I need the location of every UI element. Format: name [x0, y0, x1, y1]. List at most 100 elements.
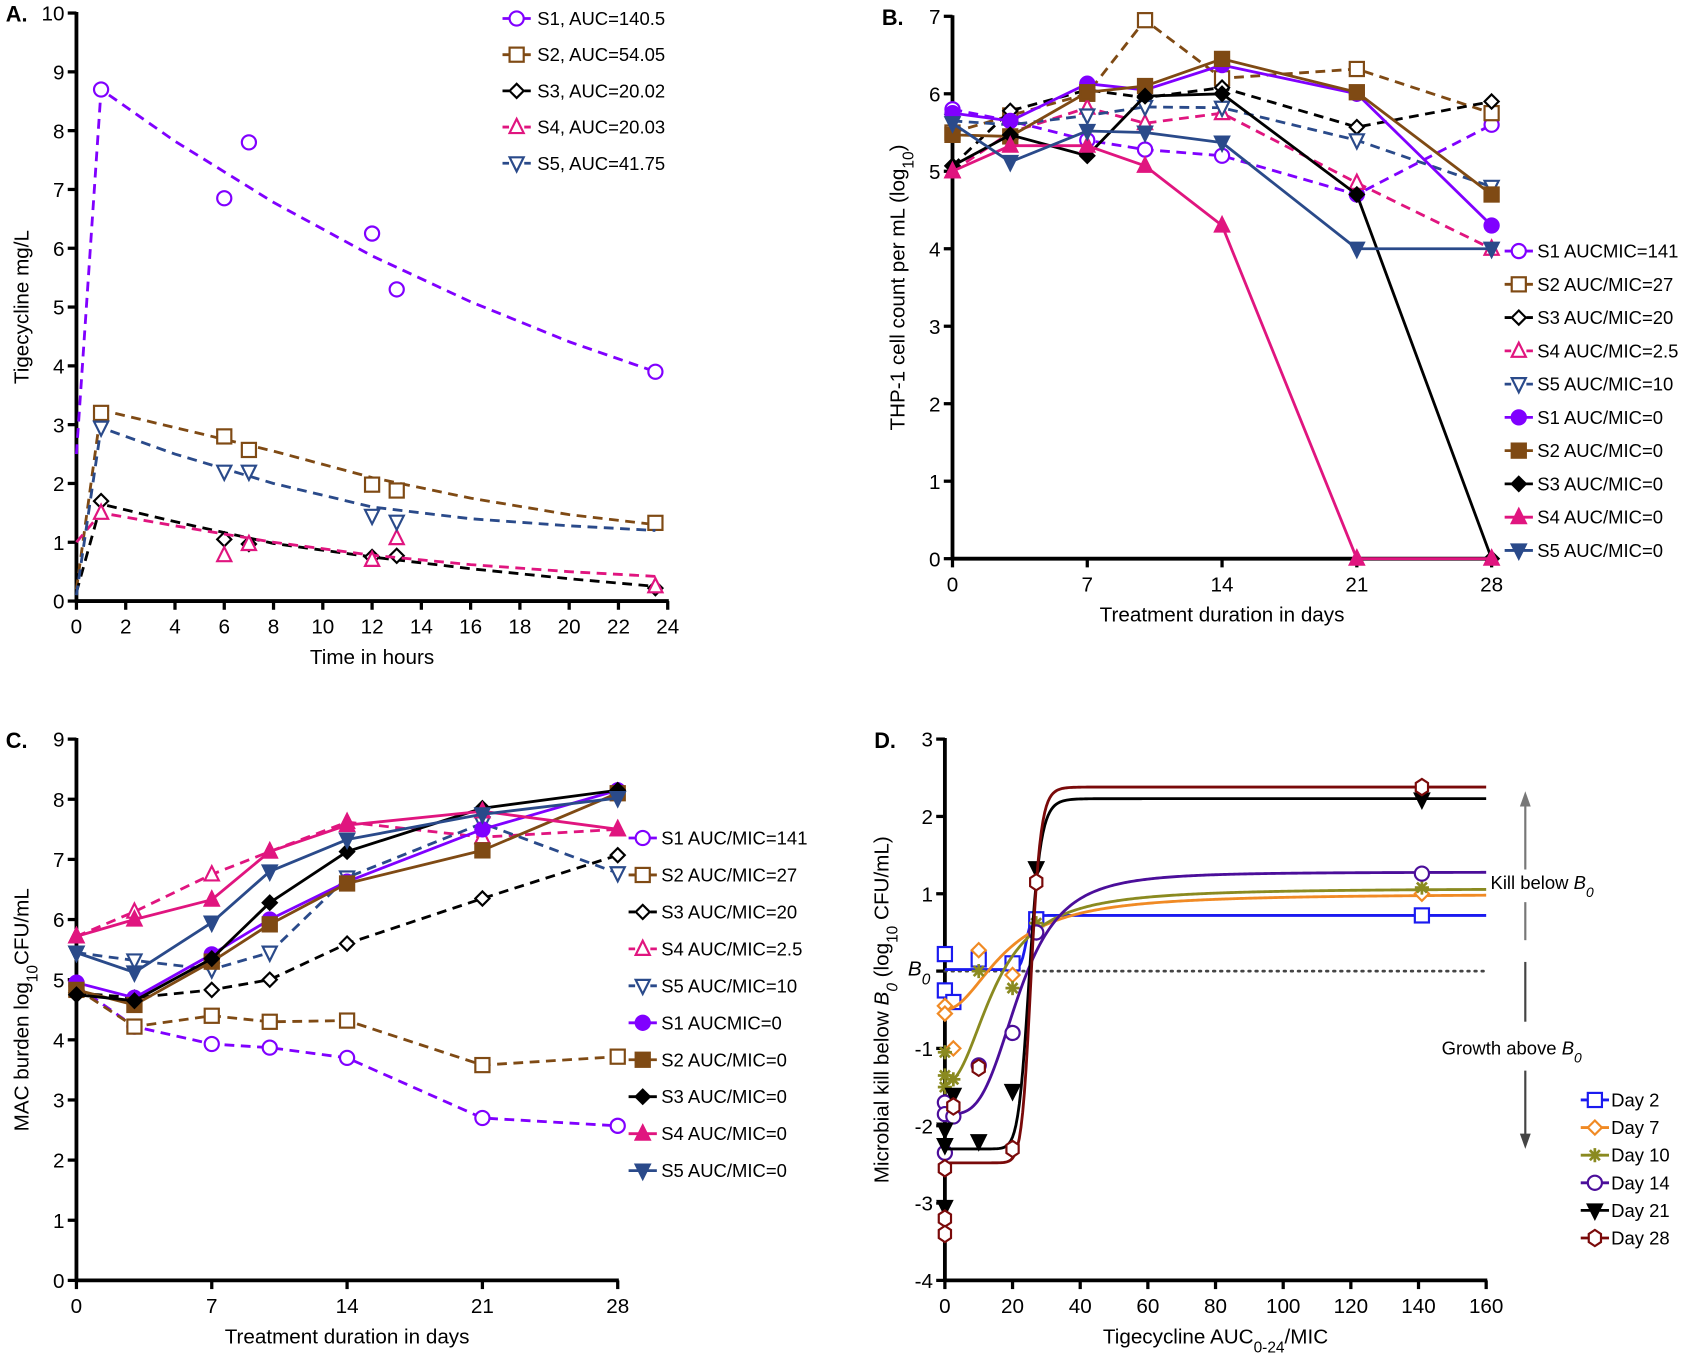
x-tick-label: 120	[1334, 1295, 1368, 1318]
data-point	[240, 464, 258, 483]
data-point	[1001, 135, 1020, 153]
legend-marker	[1587, 1228, 1603, 1248]
data-point	[388, 547, 406, 565]
legend-label: S2 AUC/MIC=0	[661, 1049, 787, 1070]
data-point	[261, 1013, 278, 1030]
data-point	[936, 1138, 954, 1156]
x-tick-label: 160	[1469, 1295, 1503, 1318]
y-tick-label: 4	[53, 355, 64, 378]
x-tick-label: 28	[1480, 573, 1503, 596]
data-point	[1348, 548, 1366, 566]
series-s2-auc-mic-27	[944, 12, 1500, 141]
legend-entry: S3 AUC/MIC=0	[1504, 473, 1663, 494]
legend-entry: S5 AUC/MIC=10	[1504, 374, 1673, 395]
x-tick-label: 0	[939, 1295, 950, 1318]
data-point	[338, 1049, 356, 1067]
data-point	[1078, 135, 1097, 153]
data-point	[1348, 185, 1366, 204]
legend-label: S3 AUC/MIC=20	[1537, 307, 1673, 328]
legend-entry: S4 AUC/MIC=0	[628, 1123, 787, 1144]
arrow-down-icon	[1519, 1133, 1531, 1149]
legend-entry: S4 AUC/MIC=0	[1504, 506, 1663, 528]
data-point	[1482, 548, 1501, 566]
data-point	[1348, 84, 1365, 101]
fit-curve	[75, 502, 656, 593]
x-tick-label: 12	[361, 616, 384, 639]
x-tick-label: 0	[71, 616, 82, 639]
data-point	[943, 160, 962, 179]
data-point	[946, 1072, 961, 1087]
data-point	[261, 894, 279, 912]
legend-label: Day 28	[1611, 1228, 1670, 1249]
x-tick-label: 24	[656, 616, 679, 639]
y-tick-label: 0	[929, 548, 940, 571]
x-tick-label: 20	[1001, 1295, 1024, 1318]
y-tick-label-b0-part: 0	[922, 971, 931, 988]
legend-marker	[1509, 506, 1528, 525]
panel-label: B.	[882, 5, 904, 30]
annotation-kill-below-b0: Kill below B0	[1491, 872, 1594, 900]
y-axis-title-part: 0	[884, 983, 901, 992]
legend-label: S2 AUC/MIC=27	[661, 864, 797, 885]
series-line	[951, 144, 1492, 561]
data-point	[936, 1005, 954, 1023]
legend-entry: S1 AUC/MIC=141	[628, 828, 807, 849]
data-point	[67, 945, 86, 964]
series-s4-auc-mic-0	[943, 135, 1501, 566]
series-s1-auc-140-5	[75, 81, 664, 455]
legend-marker	[633, 938, 652, 956]
data-point	[474, 1109, 491, 1127]
data-point	[1213, 214, 1231, 233]
x-tick-label: 16	[459, 616, 482, 639]
data-point	[1005, 981, 1020, 996]
data-point	[971, 964, 986, 979]
data-point	[609, 1048, 626, 1065]
data-point	[338, 832, 356, 851]
legend-marker	[1510, 242, 1527, 260]
x-tick-label: 2	[120, 616, 131, 639]
data-point	[260, 945, 279, 964]
data-point	[388, 482, 405, 499]
annotation-growth-above-b0: Growth above B0	[1442, 1037, 1582, 1065]
y-tick-label: 1	[921, 883, 932, 906]
y-axis-title-part: (log	[870, 943, 893, 983]
annotation-growth-above-b0-part: B	[1562, 1037, 1574, 1058]
asterisk-stroke	[938, 1046, 951, 1059]
legend-entry: Day 14	[1580, 1172, 1670, 1193]
y-axis-title-part: )	[887, 144, 910, 151]
legend-entry: S1 AUC/MIC=0	[1504, 407, 1663, 428]
data-point	[937, 1209, 953, 1228]
legend-marker	[1510, 409, 1527, 426]
data-point	[609, 1117, 626, 1134]
legend-label: S5 AUC/MIC=10	[661, 975, 797, 996]
y-tick-label: 0	[53, 1270, 64, 1293]
data-point	[388, 281, 405, 298]
legend-marker	[508, 82, 526, 100]
data-point	[1348, 241, 1366, 260]
y-axis-title-part: 10	[24, 965, 41, 982]
legend-entry: S4, AUC=20.03	[502, 116, 665, 138]
legend-marker	[634, 829, 651, 847]
y-tick-label: 9	[53, 729, 64, 752]
data-point	[937, 1045, 952, 1060]
series-s5-auc-41-75	[75, 420, 656, 596]
legend-label: S4 AUC/MIC=2.5	[661, 938, 802, 959]
y-tick-label: 1	[53, 532, 64, 555]
legend-entry: S1, AUC=140.5	[502, 8, 665, 29]
legend-label: Day 21	[1611, 1200, 1670, 1221]
data-point	[203, 1035, 220, 1053]
data-point	[261, 971, 279, 989]
y-tick-label: 2	[53, 473, 64, 496]
y-axis-title-part: CFU/mL	[11, 888, 34, 965]
legend-entry: S3 AUC/MIC=0	[628, 1086, 787, 1107]
data-point	[1348, 60, 1365, 78]
data-point	[338, 1012, 356, 1029]
legend-marker	[508, 10, 525, 27]
legend-label: Day 7	[1611, 1117, 1659, 1138]
data-point	[215, 544, 234, 563]
data-point	[1136, 125, 1154, 144]
annotation-growth-above-b0-part: 0	[1574, 1049, 1582, 1065]
x-axis-title-part: Tigecycline AUC	[1103, 1325, 1254, 1348]
data-point	[473, 807, 492, 825]
